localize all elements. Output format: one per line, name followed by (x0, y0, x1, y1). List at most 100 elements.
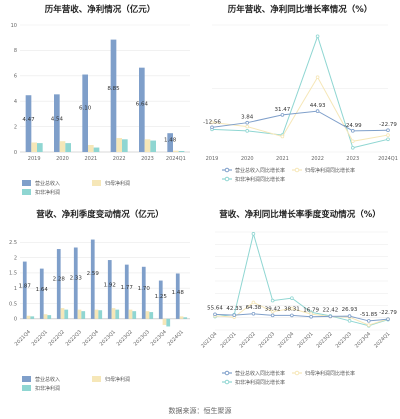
x-tick-label: 2022Q4 (82, 329, 100, 347)
y-tick-label: 2 (14, 124, 17, 130)
data-label: 2.33 (70, 276, 83, 282)
legend-label: 扣非净利润 (35, 189, 60, 196)
data-point (245, 120, 249, 125)
bar (111, 308, 116, 319)
annual-growth-chart: -12.56 3.84 31.47 44.93 -24.99 -22.79 2019 2020… (203, 24, 398, 183)
data-label: 8.85 (107, 86, 120, 92)
chart-title: 历年营收、净利情况（亿元） (44, 5, 156, 15)
data-label: 16.79 (303, 308, 319, 314)
data-point (315, 34, 320, 39)
legend-swatch (294, 167, 300, 173)
bar (60, 308, 65, 319)
data-point (386, 133, 390, 137)
y-tick-label: 10 (11, 23, 17, 29)
source-note: 数据来源：恒生聚源 (168, 407, 232, 415)
data-label: 1.25 (155, 294, 168, 300)
legend-swatch (22, 180, 31, 186)
data-point (280, 113, 285, 117)
x-tick-label: 2023Q1 (296, 331, 314, 349)
x-tick-label: 2019 (28, 156, 41, 162)
x-tick-label: 2023Q4 (150, 329, 168, 347)
data-label: 31.47 (275, 107, 291, 113)
y-tick-label: 6 (14, 74, 17, 80)
series-line (214, 313, 389, 322)
bar (179, 316, 184, 319)
legend-label: 营业总收入 (35, 376, 60, 383)
x-tick-label: 2023Q3 (133, 329, 151, 347)
x-tick-label: 2021Q4 (200, 331, 218, 349)
data-label: 42.33 (226, 306, 242, 312)
bar (139, 67, 145, 152)
y-tick-label: 2 (14, 255, 17, 261)
data-point (328, 314, 333, 319)
panel-quarterly-revenue: 营收、净利季度变动情况（亿元） 0 0.5 1 1.5 2 2.5 1.87 2021Q4 1.… (0, 205, 200, 410)
legend-label: 归母净利润 (105, 376, 130, 383)
bar (173, 150, 179, 152)
data-point (245, 129, 249, 133)
data-label: 55.64 (207, 305, 223, 311)
bar (77, 309, 82, 319)
x-tick-label: 2022Q1 (31, 329, 49, 347)
legend-swatch (294, 370, 300, 376)
bar (90, 239, 95, 319)
x-tick-label: 2023Q1 (99, 329, 117, 347)
bar (43, 314, 48, 319)
x-tick-label: 2021 (276, 156, 289, 162)
data-point (351, 139, 355, 144)
bar (124, 264, 129, 319)
y-tick-label: 0.5 (9, 301, 17, 307)
x-tick-label: 2022Q2 (48, 329, 66, 347)
series-line (211, 34, 389, 149)
data-point (270, 313, 275, 318)
bar (31, 142, 37, 152)
bar (22, 261, 27, 319)
legend-swatch (92, 180, 101, 186)
bar (54, 94, 60, 152)
bar (88, 145, 94, 152)
x-tick-label: 2024Q1 (167, 329, 185, 347)
data-label: 1.70 (138, 286, 151, 292)
bar (162, 318, 167, 325)
bar (167, 133, 173, 152)
legend-label: 扣非净利润 (35, 385, 60, 392)
bar (98, 310, 103, 319)
bar (145, 311, 150, 319)
quarterly-revenue-chart: 0 0.5 1 1.5 2 2.5 1.87 2021Q4 1.64 2022Q1 2.28 2022… (9, 239, 190, 392)
data-point (270, 309, 275, 314)
bar (39, 268, 44, 319)
bar (122, 139, 128, 152)
legend-label: 归母净利润同比增长率 (305, 370, 355, 377)
bar (107, 260, 112, 319)
bar (115, 309, 120, 319)
data-point (386, 128, 390, 133)
legend-label: 营业总收入 (35, 180, 60, 187)
data-point (251, 312, 256, 316)
x-tick-label: 2022 (311, 156, 324, 162)
legend-label: 归母净利润 (105, 180, 130, 187)
x-tick-label: 2022Q2 (239, 331, 257, 349)
data-point (251, 300, 256, 305)
annual-revenue-chart: 0 2 4 6 8 10 4.47 2019 4.54 2020 6.10 2021 8.85 2022 6… (11, 23, 190, 196)
x-tick-label: 2019 (206, 156, 219, 162)
data-point (315, 75, 320, 80)
y-tick-label: 1.5 (9, 271, 17, 277)
bar (175, 273, 180, 319)
bar (110, 39, 117, 153)
data-label: 4.54 (51, 116, 64, 122)
chart-title: 历年营收、净利同比增长率情况（%） (227, 5, 373, 15)
data-label: -22.79 (379, 122, 397, 128)
chart-title: 营收、净利同比增长率季度变动情况（%） (219, 210, 381, 220)
x-tick-label: 2021 (84, 156, 97, 162)
data-label: -12.56 (203, 119, 221, 125)
bar (94, 309, 99, 319)
bar (25, 95, 32, 152)
x-tick-label: 2023Q2 (116, 329, 134, 347)
data-label: 1.87 (19, 283, 32, 289)
data-point (245, 124, 249, 129)
legend-swatch (224, 379, 230, 385)
data-label: 2.28 (53, 276, 66, 282)
bar (128, 309, 133, 319)
data-label: 64.38 (246, 305, 262, 311)
bar (81, 311, 86, 319)
data-label: 6.10 (79, 105, 92, 111)
